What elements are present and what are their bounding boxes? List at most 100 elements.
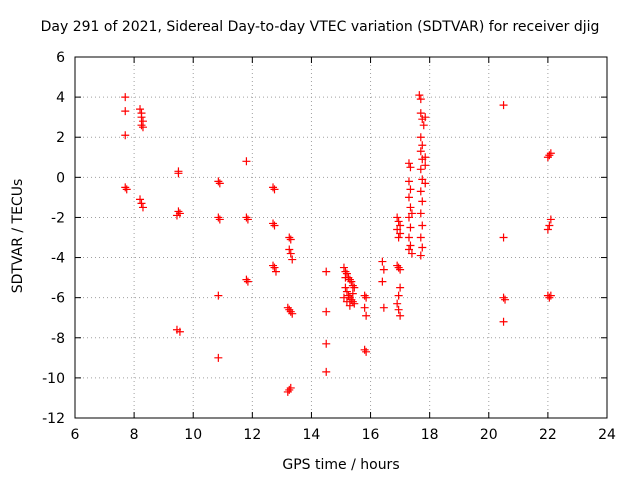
data-point bbox=[421, 153, 430, 162]
data-point bbox=[285, 245, 294, 254]
data-point bbox=[122, 185, 131, 194]
data-point bbox=[175, 327, 184, 336]
x-tick-label: 18 bbox=[421, 427, 439, 443]
data-point bbox=[341, 273, 350, 282]
y-tick-label: 6 bbox=[56, 50, 65, 66]
data-point bbox=[416, 251, 425, 260]
data-point bbox=[394, 263, 403, 272]
x-tick-label: 6 bbox=[71, 427, 80, 443]
data-point bbox=[322, 367, 331, 376]
data-point bbox=[418, 243, 427, 252]
data-point bbox=[396, 311, 405, 320]
plot-border bbox=[74, 56, 608, 419]
data-point bbox=[348, 289, 357, 298]
data-point bbox=[243, 277, 252, 286]
data-point bbox=[396, 283, 405, 292]
y-tick-label: -4 bbox=[51, 251, 65, 267]
data-point bbox=[499, 233, 508, 242]
data-point bbox=[214, 213, 223, 222]
data-point bbox=[393, 213, 402, 222]
data-point bbox=[138, 123, 147, 132]
data-point bbox=[543, 153, 552, 162]
data-point bbox=[344, 291, 353, 300]
data-point bbox=[121, 131, 130, 140]
data-point bbox=[393, 299, 402, 308]
data-point bbox=[404, 233, 413, 242]
data-point bbox=[288, 309, 297, 318]
data-point bbox=[243, 215, 252, 224]
data-point bbox=[339, 263, 348, 272]
data-point bbox=[288, 255, 297, 264]
data-point bbox=[416, 233, 425, 242]
data-point bbox=[415, 91, 424, 100]
data-point bbox=[378, 257, 387, 266]
data-point bbox=[270, 263, 279, 272]
data-point bbox=[322, 339, 331, 348]
x-tick-label: 10 bbox=[184, 427, 202, 443]
data-point bbox=[345, 275, 354, 284]
data-point bbox=[286, 249, 295, 258]
data-point bbox=[322, 267, 331, 276]
data-point bbox=[242, 157, 251, 166]
data-point bbox=[121, 183, 130, 192]
y-tick-label: -10 bbox=[42, 371, 65, 387]
data-point bbox=[360, 303, 369, 312]
y-tick-label: -2 bbox=[51, 210, 65, 226]
data-point bbox=[421, 113, 430, 122]
data-point bbox=[350, 299, 359, 308]
data-point bbox=[379, 265, 388, 274]
data-point bbox=[138, 203, 147, 212]
data-point bbox=[416, 187, 425, 196]
data-point bbox=[404, 213, 413, 222]
data-point bbox=[546, 291, 555, 300]
data-point bbox=[362, 293, 371, 302]
x-tick-label: 12 bbox=[243, 427, 261, 443]
data-point bbox=[416, 165, 425, 174]
data-point bbox=[269, 219, 278, 228]
data-point bbox=[406, 241, 415, 250]
data-point bbox=[418, 221, 427, 230]
y-tick-label: 4 bbox=[56, 90, 65, 106]
data-point bbox=[416, 109, 425, 118]
data-point bbox=[406, 203, 415, 212]
data-point bbox=[339, 293, 348, 302]
y-tick-label: -8 bbox=[51, 331, 65, 347]
data-point bbox=[543, 225, 552, 234]
data-point bbox=[137, 113, 146, 122]
data-point bbox=[406, 185, 415, 194]
data-point bbox=[418, 197, 427, 206]
data-point bbox=[545, 151, 554, 160]
data-point bbox=[347, 277, 356, 286]
data-point bbox=[285, 233, 294, 242]
data-point bbox=[407, 209, 416, 218]
data-point bbox=[396, 265, 405, 274]
data-point bbox=[393, 225, 402, 234]
data-point bbox=[348, 281, 357, 290]
data-point bbox=[270, 221, 279, 230]
data-point bbox=[406, 163, 415, 172]
data-point bbox=[322, 307, 331, 316]
data-point bbox=[394, 291, 403, 300]
data-point bbox=[416, 147, 425, 156]
chart-title: Day 291 of 2021, Sidereal Day-to-day VTE… bbox=[40, 19, 600, 35]
data-point bbox=[396, 221, 405, 230]
data-point bbox=[214, 291, 223, 300]
data-point bbox=[360, 291, 369, 300]
data-point bbox=[394, 305, 403, 314]
data-point bbox=[394, 233, 403, 242]
data-point bbox=[501, 295, 510, 304]
data-point bbox=[419, 121, 428, 130]
y-tick-label: 0 bbox=[56, 170, 65, 186]
data-point bbox=[345, 301, 354, 310]
data-point bbox=[421, 161, 430, 170]
data-point bbox=[342, 297, 351, 306]
x-tick-label: 8 bbox=[130, 427, 139, 443]
data-point bbox=[174, 169, 183, 178]
data-point bbox=[285, 305, 294, 314]
data-point bbox=[283, 303, 292, 312]
data-point bbox=[407, 249, 416, 258]
data-point bbox=[341, 283, 350, 292]
data-point bbox=[347, 295, 356, 304]
